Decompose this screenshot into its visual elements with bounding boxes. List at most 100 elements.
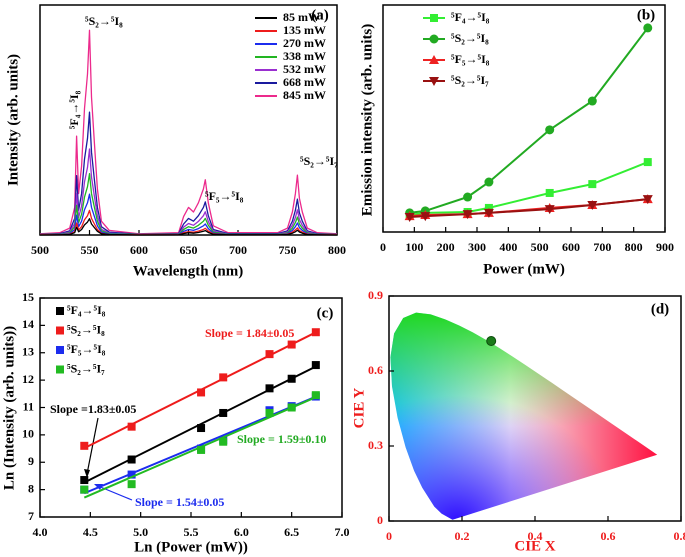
legend-label: 135 mW: [283, 23, 326, 37]
y-tick-label: 9: [28, 454, 34, 468]
legend-label: 338 mW: [283, 49, 326, 63]
x-tick-label: 650: [180, 243, 198, 257]
marker: [545, 188, 554, 197]
marker: [544, 205, 555, 215]
cie-gamut-blue: [390, 312, 658, 520]
marker: [420, 212, 431, 222]
y-tick-label: 7: [28, 509, 34, 523]
legend-label: ⁵F₄→⁵I₈: [451, 10, 490, 24]
series-line: [39, 29, 338, 235]
legend-marker: [56, 365, 64, 374]
x-axis-title: Ln (Power (mW)): [134, 539, 248, 555]
series-line: [39, 148, 338, 236]
legend-label: ⁵F₅→⁵I₈: [67, 342, 106, 356]
x-tick-label: 0: [386, 529, 392, 543]
plot-frame: [382, 4, 666, 233]
marker: [197, 388, 206, 397]
annotation: Slope = 1.84±0.05: [205, 326, 294, 340]
y-tick-label: 12: [22, 372, 34, 386]
x-tick-label: 0.2: [455, 529, 470, 543]
x-tick-label: 6.0: [234, 525, 249, 539]
x-tick-label: 800: [328, 243, 346, 257]
x-tick-label: 500: [531, 240, 549, 254]
arrow: [86, 417, 99, 475]
series-line: [39, 111, 338, 235]
x-tick-label: 100: [405, 240, 423, 254]
marker: [219, 437, 228, 446]
x-tick-label: 4.0: [33, 525, 48, 539]
marker: [219, 373, 228, 382]
marker: [80, 485, 89, 494]
legend-label: ⁵S₂→⁵I₈: [67, 322, 105, 336]
y-tick-label: 14: [22, 317, 34, 331]
series-line: [409, 161, 649, 216]
x-tick-label: 0.6: [601, 529, 616, 543]
legend-label: ⁵S₂→⁵I₇: [67, 361, 105, 375]
marker: [80, 476, 89, 485]
marker: [80, 441, 89, 450]
legend-label: 85 mW: [283, 10, 320, 24]
marker: [127, 470, 136, 479]
x-tick-label: 550: [81, 243, 99, 257]
y-tick-label: 8: [28, 481, 34, 495]
series-line: [40, 209, 337, 236]
marker: [643, 23, 653, 33]
marker: [265, 350, 274, 359]
marker: [483, 208, 494, 218]
marker: [311, 361, 320, 370]
x-tick-label: 700: [229, 243, 247, 257]
series-line: [39, 193, 338, 236]
panel-label: (b): [637, 7, 655, 23]
marker: [127, 480, 136, 489]
y-axis-title: Intensity (arb. units): [5, 54, 21, 186]
arrow-head: [84, 469, 90, 478]
marker: [587, 96, 597, 106]
legend-label: ⁵F₄→⁵I₈: [67, 303, 106, 317]
annotation: Slope =1.83±0.05: [50, 402, 136, 416]
marker: [197, 424, 206, 433]
series-line: [409, 198, 648, 218]
x-axis-title: CIE X: [514, 538, 555, 554]
legend-marker: [429, 77, 439, 86]
x-tick-label: 0.4: [528, 529, 543, 543]
marker: [311, 328, 320, 337]
y-tick-label: 15: [22, 290, 34, 304]
series-line: [39, 172, 338, 236]
legend-label: ⁵F₅→⁵I₈: [451, 52, 490, 66]
legend-marker: [430, 14, 438, 22]
y-tick-label: 0: [377, 513, 383, 527]
series-line: [39, 218, 338, 236]
annotation: Slope = 1.54±0.05: [135, 495, 224, 509]
legend-label: 845 mW: [283, 88, 326, 102]
y-tick-label: 13: [22, 345, 34, 359]
arrow: [97, 485, 133, 501]
panel-label: (c): [317, 305, 334, 321]
x-axis-title: Wavelength (nm): [133, 263, 243, 279]
marker: [265, 408, 274, 417]
panel-label: (a): [311, 7, 329, 23]
x-tick-label: 900: [656, 240, 674, 254]
x-tick-label: 300: [468, 240, 486, 254]
annotation: ⁵S₂→⁵I₇: [300, 154, 338, 168]
legend-marker: [429, 34, 439, 44]
series-line: [409, 198, 648, 218]
y-tick-label: 0.9: [368, 288, 383, 302]
y-tick-label: 11: [23, 399, 34, 413]
legend-label: 668 mW: [283, 75, 326, 89]
marker: [545, 125, 555, 135]
x-tick-label: 200: [437, 240, 455, 254]
y-tick-label: 0.3: [368, 438, 383, 452]
marker: [642, 195, 653, 205]
series-line: [409, 27, 649, 214]
marker: [643, 158, 652, 167]
marker: [127, 455, 136, 464]
x-tick-label: 600: [130, 243, 148, 257]
annotation: ⁵S₂→⁵I₈: [85, 14, 123, 28]
marker: [404, 213, 415, 223]
marker: [462, 210, 473, 220]
marker: [484, 177, 494, 187]
x-tick-label: 7.0: [335, 525, 350, 539]
marker: [463, 192, 473, 202]
y-tick-label: 10: [22, 427, 34, 441]
